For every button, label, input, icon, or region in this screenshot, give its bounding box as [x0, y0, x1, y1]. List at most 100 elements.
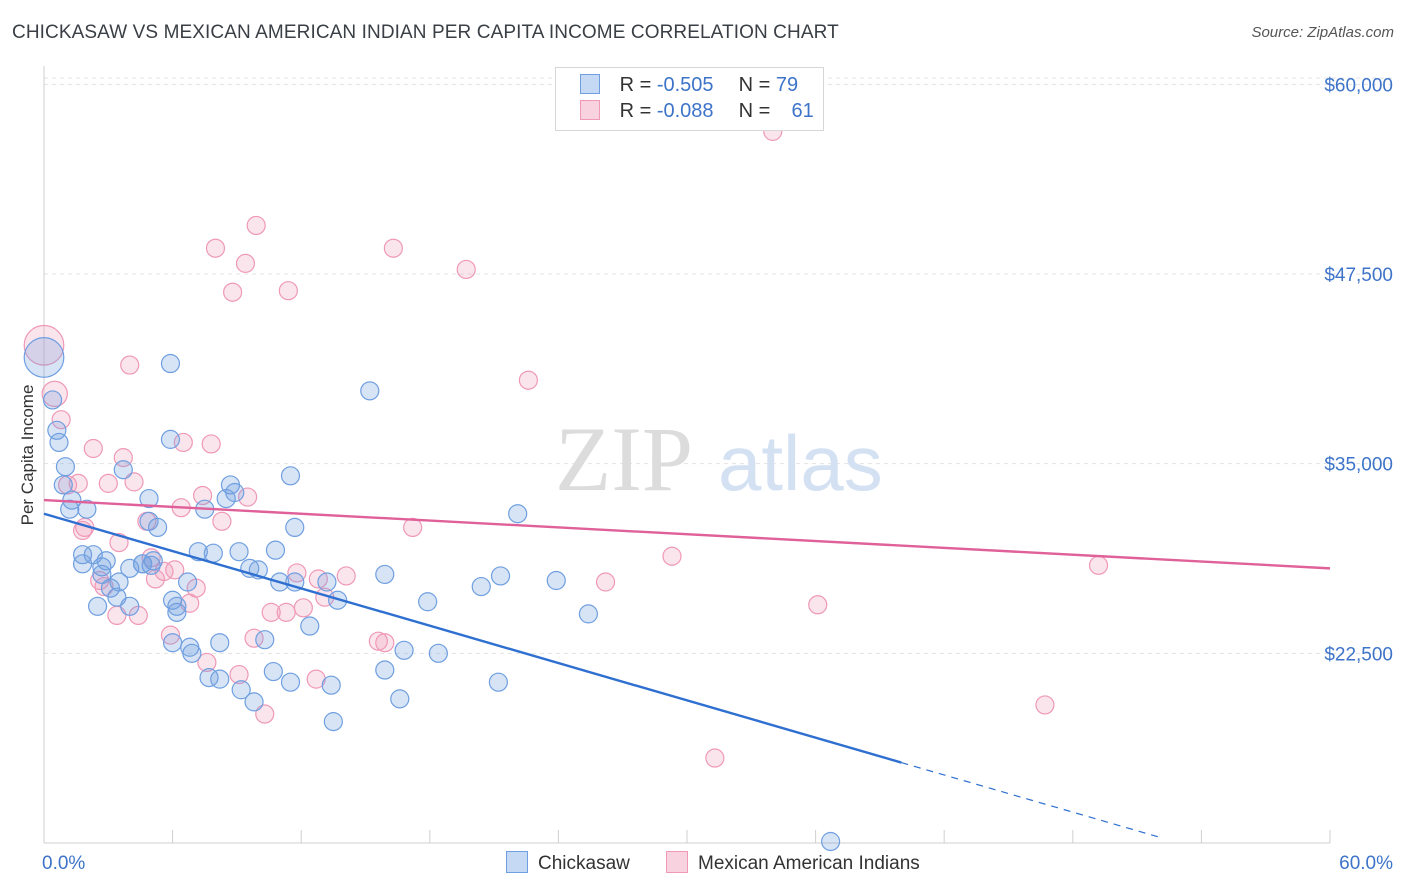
chickasaw-point	[163, 590, 183, 610]
chickasaw-point	[87, 596, 108, 616]
chickasaw-point	[300, 616, 320, 636]
chickasaw-point	[546, 570, 566, 591]
mexican-american-indians-point	[293, 598, 313, 618]
mexican-american-indians-point	[246, 215, 266, 236]
legend-r-value: -0.505	[656, 74, 714, 96]
chickasaw-point	[178, 572, 198, 592]
chickasaw-trend-line	[43, 512, 902, 764]
chickasaw-point	[280, 672, 301, 692]
y-tick-label: $60,000	[1324, 75, 1393, 96]
mexican-american-indians-point	[518, 370, 538, 390]
mexican-american-indians-point	[276, 602, 296, 622]
chickasaw-point	[390, 689, 410, 709]
legend-n-value: 79	[775, 74, 799, 96]
mexican-american-indians-point	[238, 487, 258, 507]
chickasaw-point	[490, 566, 511, 586]
legend-r-value: -0.088	[656, 100, 714, 122]
chickasaw-point	[42, 390, 63, 410]
mexican-american-indians-point	[1088, 555, 1109, 575]
chickasaw-point	[244, 692, 264, 712]
chickasaw-point	[120, 596, 140, 616]
chickasaw-point	[132, 554, 153, 574]
chickasaw-point	[23, 337, 65, 378]
chickasaw-point	[47, 420, 67, 440]
chickasaw-point	[263, 661, 283, 682]
legend-row-mexican-american-indians: R = -0.088 N = 61	[580, 100, 814, 126]
mexican-american-indians-point	[201, 434, 221, 454]
chart-title: CHICKASAW VS MEXICAN AMERICAN INDIAN PER…	[12, 22, 839, 43]
mexican-american-indians-point	[595, 572, 616, 592]
mexican-american-indians-point	[165, 560, 185, 580]
chickasaw-point	[418, 592, 438, 612]
chickasaw-point	[53, 475, 73, 495]
chickasaw-point	[285, 517, 305, 538]
y-tick-labels: $22,500 $35,000 $47,500 $60,000	[1324, 75, 1393, 665]
x-tick-marks	[172, 830, 1331, 843]
chickasaw-point	[203, 543, 223, 563]
mexican-american-indians-point	[223, 282, 243, 302]
bottom-legend-swatch-chickasaw	[506, 851, 528, 873]
chickasaw-point	[160, 429, 181, 449]
chickasaw-point	[578, 604, 599, 624]
legend-swatch-mexican-american-indians	[580, 100, 600, 120]
y-tick-label: $22,500	[1324, 644, 1393, 665]
chickasaw-point	[77, 499, 97, 519]
watermark-atlas: atlas	[718, 419, 883, 507]
chickasaw-point	[49, 432, 69, 453]
mexican-american-indians-point	[235, 253, 256, 273]
legend-swatch-chickasaw	[580, 74, 600, 94]
chickasaw-point	[120, 558, 140, 578]
chickasaw-point	[229, 542, 249, 562]
mexican-american-indians-point	[197, 652, 217, 673]
chickasaw-point	[96, 551, 116, 571]
legend-n-value: 61	[791, 100, 814, 122]
stats-legend: R = -0.505 N = 79 R = -0.088 N = 61	[555, 67, 824, 131]
watermark-zip: ZIP	[555, 408, 693, 510]
chickasaw-point	[225, 482, 245, 503]
mexican-american-indians-point	[336, 566, 356, 586]
chickasaw-point	[508, 504, 528, 524]
source-label: Source: ZipAtlas.com	[1251, 24, 1394, 41]
chickasaw-point	[394, 640, 414, 660]
chickasaw-point	[167, 602, 187, 622]
mexican-american-indians-point	[120, 355, 140, 375]
chickasaw-point	[139, 488, 159, 509]
chickasaw-point	[821, 831, 841, 852]
mexican-american-indians-point	[229, 664, 249, 685]
mexican-american-indians-point	[383, 238, 403, 258]
x-tick-label-min: 0.0%	[42, 853, 85, 874]
chickasaw-point	[471, 576, 491, 597]
mexican-american-indians-point	[261, 602, 281, 622]
chickasaw-point	[328, 590, 348, 610]
chickasaw-point	[231, 680, 251, 700]
chickasaw-trend-extension	[901, 762, 1159, 838]
chickasaw-point	[255, 630, 275, 650]
chickasaw-point	[163, 633, 183, 653]
chickasaw-point	[285, 572, 305, 592]
chickasaw-point	[160, 353, 181, 374]
chickasaw-point	[55, 457, 76, 477]
legend-n-label: N =	[738, 100, 771, 122]
chickasaw-point	[280, 466, 301, 486]
chickasaw-point	[321, 675, 341, 695]
chickasaw-point	[323, 712, 343, 732]
chickasaw-point	[210, 669, 230, 689]
mexican-american-indians-point	[83, 438, 103, 459]
bottom-legend-label-chickasaw: Chickasaw	[538, 853, 630, 874]
mexican-american-indians-point	[456, 259, 476, 280]
chickasaw-point	[139, 511, 159, 531]
chickasaw-point	[210, 633, 230, 653]
mexican-american-indians-point	[403, 517, 423, 538]
mexican-american-indians-point	[160, 625, 181, 645]
chickasaw-point	[182, 643, 202, 663]
bottom-legend-mexican-american-indians: Mexican American Indians	[666, 851, 920, 875]
mexican-american-indians-point	[205, 238, 226, 258]
mexican-american-indians-trend-line	[43, 498, 1331, 570]
chickasaw-point	[488, 672, 508, 692]
mexican-american-indians-point	[1035, 695, 1055, 715]
y-tick-label: $35,000	[1324, 455, 1393, 476]
data-points	[23, 121, 1109, 852]
chickasaw-point	[265, 540, 286, 560]
mexican-american-indians-point	[23, 324, 65, 366]
bottom-legend-swatch-mexican-american-indians	[666, 851, 688, 873]
